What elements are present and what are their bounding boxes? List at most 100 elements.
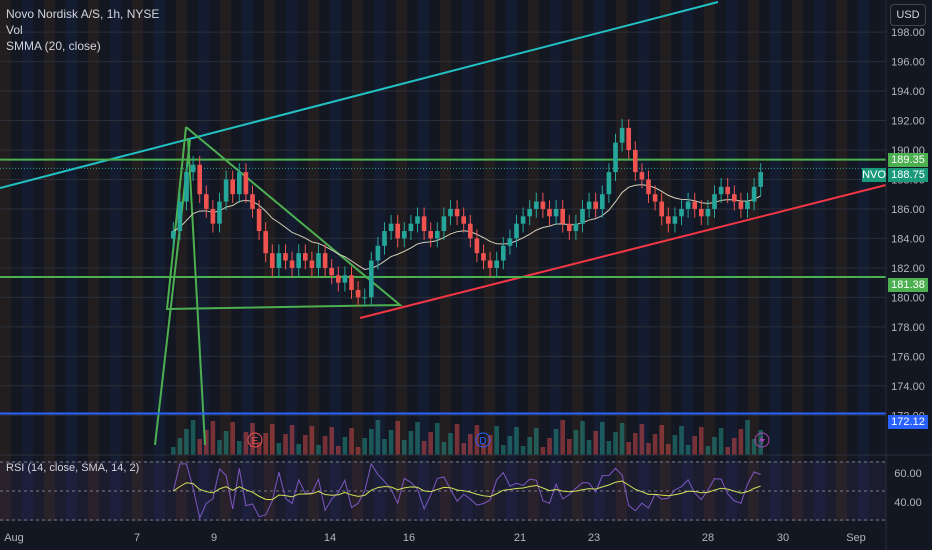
price-tick-label: 186.00 [891,204,925,216]
volume-bar [362,438,368,455]
green-left-leg-2 [187,137,206,446]
volume-bar [672,435,678,455]
candle-body [665,216,671,224]
smma-line [173,184,761,270]
candle-body [362,297,368,299]
volume-bar [217,440,222,455]
candle-body [467,223,473,239]
time-tick-label: 30 [777,532,789,544]
session-band [792,0,803,521]
session-band [726,0,737,521]
dividend-marker[interactable]: D [475,432,491,448]
candle-body [606,172,612,195]
volume-bar [547,438,552,455]
symbol-title[interactable]: Novo Nordisk A/S, 1h, NYSE [6,7,160,21]
candle-body [586,201,592,209]
time-axis: Aug 7 9 14 16 21 23 28 30 Sep [4,532,866,544]
session-band [858,0,869,521]
volume-bar [474,425,480,455]
volume-bar [586,440,592,455]
candle-body [613,142,618,173]
candle-body [751,186,757,202]
candle-body [527,208,533,217]
upper-level-tag: 189.35 [888,153,928,167]
session-band [396,0,407,521]
vol-label[interactable]: Vol [6,23,23,37]
candle-body [243,172,249,195]
candle-body [434,231,440,239]
price-tick-label: 176.00 [891,351,925,363]
rsi-label[interactable]: RSI (14, close, SMA, 14, 2) [6,462,140,474]
candle-body [342,275,348,283]
candle-body [553,208,559,217]
volume-bar [296,444,302,455]
volume-bar [230,422,236,455]
time-tick-label: 9 [211,532,217,544]
session-band [572,0,583,521]
rsi-tick-label: 40.00 [894,497,922,509]
volume-bar [236,441,242,455]
volume-bar [613,432,618,455]
time-tick-label: 7 [134,532,140,544]
volume-bar [685,445,691,455]
candle-body [632,150,638,173]
time-tick-label: Sep [846,532,866,544]
candle-body [540,201,546,209]
volume-bar [712,437,717,455]
candle-body [263,231,269,254]
candle-body [626,127,632,150]
candle-body [316,253,321,268]
volume-bar [250,423,255,455]
candle-body [428,231,434,239]
candle-body [758,172,764,187]
volume-bar [309,426,315,455]
split-marker-icon[interactable] [754,432,770,448]
session-band [484,0,495,521]
volume-bar [665,444,671,455]
volume-bar [401,440,407,455]
session-band [616,0,627,521]
time-tick-label: 16 [403,532,415,544]
green-left-leg [154,139,191,446]
session-band [704,0,715,521]
volume-bar [203,430,209,455]
candle-body [203,194,209,209]
volume-bar [619,423,625,455]
session-band [242,0,253,521]
candle-body [454,208,460,217]
time-tick-label: 23 [588,532,600,544]
candle-body [210,208,216,224]
price-tick-label: 180.00 [891,292,925,304]
time-tick-label: 14 [324,532,336,544]
horizontal-levels [0,158,886,415]
candle-body [322,253,328,268]
session-band [286,0,297,521]
candle-body [685,201,691,209]
session-band [550,0,561,521]
smma-label[interactable]: SMMA (20, close) [6,39,101,53]
candle-body [269,253,275,268]
volume-bar [481,444,486,455]
volume-bar [190,420,196,455]
chart-legend: Novo Nordisk A/S, 1h, NYSE Vol SMMA (20,… [6,6,159,54]
candle-body [184,172,189,202]
session-bands [0,0,869,521]
candle-body [494,260,500,268]
earnings-marker[interactable]: E [247,432,263,448]
candle-body [190,164,196,173]
time-tick-label: Aug [4,532,24,544]
last-price-tag: 188.75 [888,168,928,182]
time-tick-label: 28 [702,532,714,544]
session-band [110,0,121,521]
volume-bar [527,437,533,455]
volume-bar [170,447,176,455]
price-tick-label: 182.00 [891,263,925,275]
volume-bar [566,439,572,455]
candle-body [566,223,572,232]
volume-bar [415,422,420,455]
volume-bar [349,428,354,455]
session-band [814,0,825,521]
candle-body [520,216,526,224]
currency-button[interactable]: USD [890,4,926,26]
